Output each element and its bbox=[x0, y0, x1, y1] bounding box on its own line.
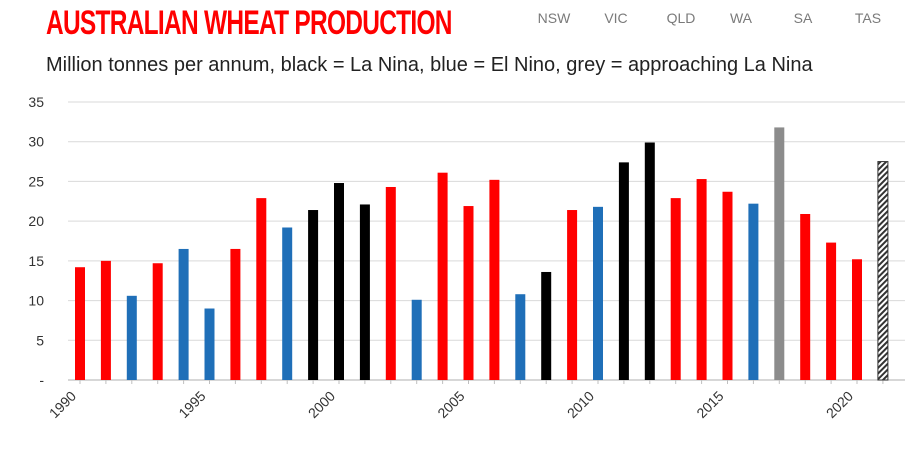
bar-2016 bbox=[748, 203, 759, 380]
x-tick-label: 2020 bbox=[823, 388, 856, 421]
y-tick-label: 25 bbox=[28, 173, 44, 189]
bar-1996 bbox=[230, 248, 241, 380]
bar-2014 bbox=[696, 179, 707, 380]
tab-tas[interactable]: TAS bbox=[854, 10, 882, 26]
state-tabs: NSW VIC QLD WA SA TAS bbox=[0, 10, 913, 30]
bar-2003 bbox=[411, 299, 422, 380]
bar-2011 bbox=[618, 162, 629, 380]
bar-2002 bbox=[385, 186, 396, 380]
y-tick-label: 20 bbox=[28, 213, 44, 229]
bar-2020 bbox=[852, 259, 862, 380]
bar-2012 bbox=[644, 142, 655, 380]
x-tick-label: 2010 bbox=[564, 388, 597, 421]
bar-1997 bbox=[256, 198, 267, 380]
bar-2004 bbox=[437, 172, 448, 380]
bar-2005 bbox=[463, 206, 474, 380]
bar-1993 bbox=[152, 263, 163, 380]
bar-1990 bbox=[75, 267, 85, 380]
bar-2010 bbox=[593, 206, 603, 380]
x-tick-label: 2015 bbox=[693, 388, 726, 421]
x-tick-label: 1995 bbox=[175, 388, 208, 421]
bar-1994 bbox=[178, 248, 189, 380]
y-tick-label: 35 bbox=[28, 94, 44, 110]
bar-2018 bbox=[800, 213, 811, 380]
tab-nsw[interactable]: NSW bbox=[537, 10, 571, 26]
bar-2000 bbox=[334, 183, 344, 380]
tab-vic[interactable]: VIC bbox=[604, 10, 628, 26]
chart-subtitle: Million tonnes per annum, black = La Nin… bbox=[46, 54, 813, 76]
bar-2015 bbox=[722, 191, 733, 380]
bar-2006 bbox=[489, 179, 500, 380]
y-tick-label: - bbox=[39, 372, 44, 388]
bar-1999 bbox=[308, 210, 319, 380]
y-tick-label: 5 bbox=[36, 332, 44, 348]
y-tick-label: 10 bbox=[28, 293, 44, 309]
bar-2019 bbox=[826, 242, 837, 380]
x-tick-label: 2005 bbox=[434, 388, 467, 421]
tab-wa[interactable]: WA bbox=[729, 10, 753, 26]
bar-1995 bbox=[204, 308, 215, 380]
bar-1998 bbox=[282, 227, 293, 380]
bar-1992 bbox=[126, 295, 137, 380]
bar-1991 bbox=[100, 260, 111, 380]
y-tick-label: 30 bbox=[28, 134, 44, 150]
tab-sa[interactable]: SA bbox=[793, 10, 813, 26]
y-tick-label: 15 bbox=[28, 253, 44, 269]
tab-qld[interactable]: QLD bbox=[666, 10, 696, 26]
bar-2013 bbox=[670, 198, 681, 380]
x-tick-label: 2000 bbox=[305, 388, 338, 421]
bar-2009 bbox=[567, 210, 578, 380]
bar-2017 bbox=[774, 127, 785, 380]
x-tick-label: 1990 bbox=[46, 388, 79, 421]
bar-2008 bbox=[541, 271, 552, 380]
bar-2007 bbox=[515, 294, 526, 380]
chart-title: AUSTRALIAN WHEAT PRODUCTION bbox=[46, 4, 452, 42]
bar-2021 bbox=[877, 161, 889, 381]
bar-2001 bbox=[359, 204, 370, 380]
